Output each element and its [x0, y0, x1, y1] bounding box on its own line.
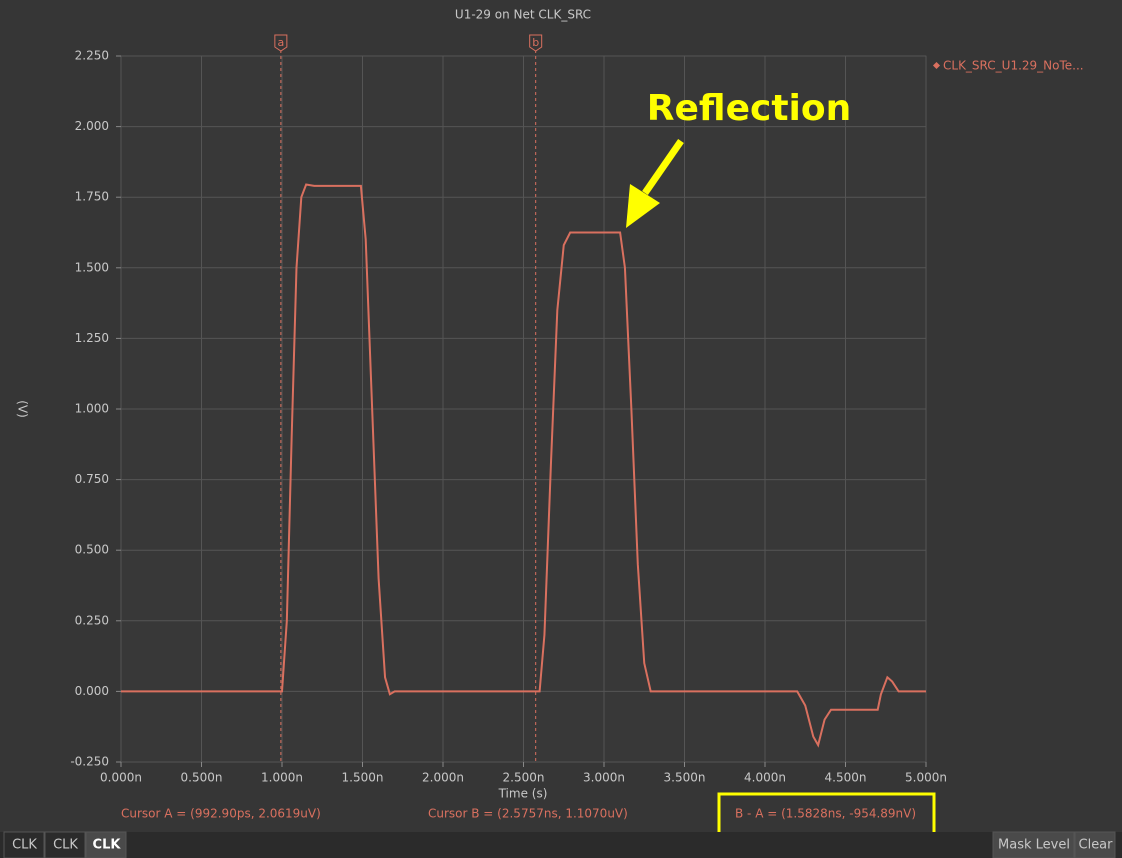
button[interactable] — [1074, 831, 1116, 858]
x-tick-label: 4.000n — [744, 771, 786, 785]
bottom-bar: CLK CLK CLK Mask Level Clear — [0, 831, 1122, 858]
x-tick-label: 4.500n — [825, 771, 867, 785]
chart-title: U1-29 on Net CLK_SRC — [455, 8, 591, 22]
y-tick-label: 2.250 — [75, 49, 109, 63]
annotation-arrowhead — [626, 184, 660, 228]
x-tick-label: 0.500n — [181, 771, 223, 785]
tab-label[interactable]: CLK — [93, 838, 122, 853]
tab[interactable] — [3, 831, 45, 858]
cursor-readout: Cursor B = (2.5757ns, 1.1070uV) — [428, 807, 628, 821]
y-tick-label: -0.250 — [70, 755, 109, 769]
y-tick-label: 1.500 — [75, 260, 109, 274]
legend-marker — [932, 61, 941, 70]
x-tick-label: 1.500n — [342, 771, 384, 785]
bottom-bar-bg — [0, 832, 1122, 858]
button[interactable] — [992, 831, 1075, 858]
cursor-label: b — [532, 36, 539, 49]
tab-label[interactable]: CLK — [53, 838, 78, 853]
x-tick-label: 2.500n — [503, 771, 545, 785]
cursor-flag — [529, 34, 543, 52]
y-axis-label: (V) — [16, 400, 30, 418]
x-axis-label: Time (s) — [498, 787, 548, 801]
x-tick-label: 0.000n — [100, 771, 142, 785]
y-tick-label: 1.750 — [75, 190, 109, 204]
tab-label[interactable]: CLK — [12, 838, 37, 853]
y-tick-label: 0.750 — [75, 472, 109, 486]
y-tick-label: 0.500 — [75, 543, 109, 557]
cursor-readout: B - A = (1.5828ns, -954.89nV) — [735, 807, 916, 821]
tab[interactable] — [85, 831, 127, 858]
y-tick-label: 0.250 — [75, 613, 109, 627]
button-label[interactable]: Clear — [1079, 838, 1114, 853]
x-tick-label: 3.500n — [664, 771, 706, 785]
cursor-readout: Cursor A = (992.90ps, 2.0619uV) — [121, 807, 321, 821]
annotation: Reflection — [647, 88, 852, 129]
x-tick-label: 2.000n — [422, 771, 464, 785]
annotation-arrow — [642, 139, 684, 195]
y-tick-label: 2.000 — [75, 119, 109, 133]
tab[interactable] — [44, 831, 86, 858]
button-label[interactable]: Mask Level — [998, 838, 1070, 853]
x-tick-label: 1.000n — [261, 771, 303, 785]
cursor-flag — [274, 34, 288, 52]
legend-entry: CLK_SRC_U1.29_NoTe... — [943, 59, 1084, 73]
y-tick-label: 0.000 — [75, 684, 109, 698]
cursor-label: a — [277, 36, 284, 49]
x-tick-label: 3.000n — [583, 771, 625, 785]
x-tick-label: 5.000n — [905, 771, 947, 785]
y-tick-label: 1.250 — [75, 331, 109, 345]
waveform — [121, 183, 926, 748]
y-tick-label: 1.000 — [75, 402, 109, 416]
